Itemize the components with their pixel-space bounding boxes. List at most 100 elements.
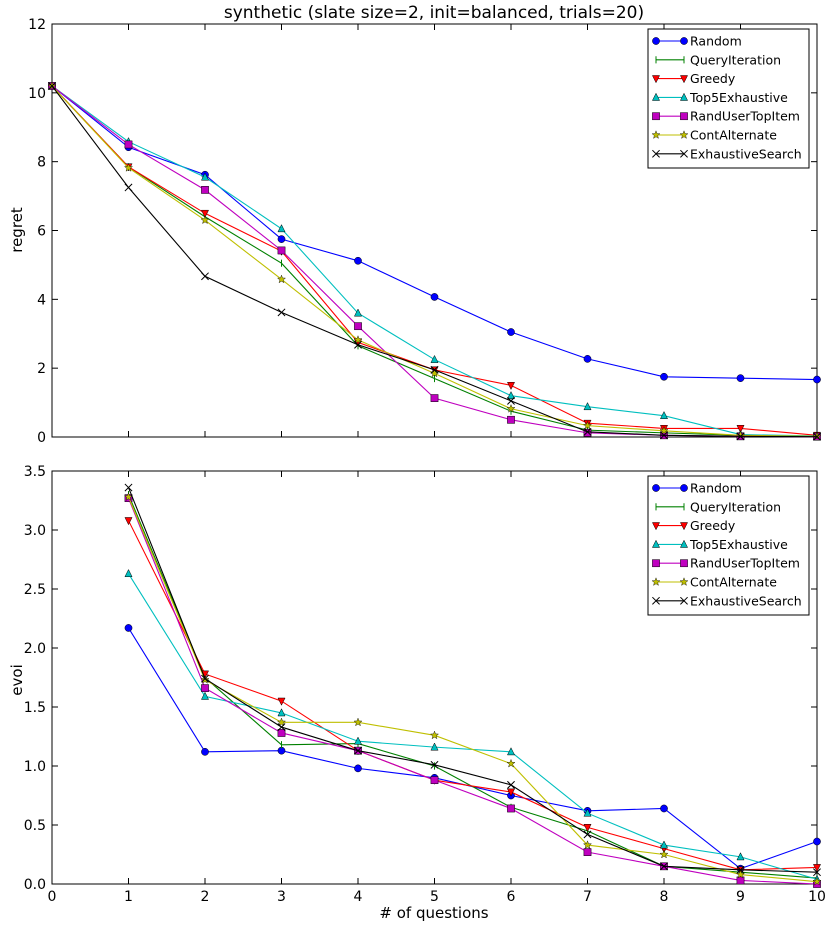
data-point [354, 340, 362, 349]
legend-marker [680, 149, 688, 158]
data-point [812, 876, 822, 886]
data-point [276, 717, 287, 727]
y-tick-label: 3.5 [24, 464, 46, 480]
data-point [200, 172, 210, 181]
y-tick-label: 1.0 [24, 759, 46, 775]
data-point [277, 697, 286, 706]
data-point [583, 824, 592, 833]
data-point [201, 747, 209, 756]
legend-entry: RandUserTopItem [652, 556, 800, 571]
chart-title: synthetic (slate size=2, init=balanced, … [224, 3, 644, 23]
legend-box [647, 475, 810, 616]
data-point [507, 396, 515, 405]
legend-marker [679, 539, 689, 548]
legend-marker [679, 75, 689, 84]
legend-entry: Greedy [651, 518, 736, 533]
x-tick-label: 9 [736, 889, 745, 905]
series-ContAlternate [123, 492, 822, 886]
legend-marker [651, 92, 661, 101]
legend-label: Greedy [690, 71, 736, 86]
data-point [507, 328, 515, 336]
legend-marker [679, 130, 689, 139]
legend: Random QueryIteration Greedy Top5Exhaustive… [647, 28, 810, 169]
data-point [354, 746, 362, 755]
regret-panel: 0 2 4 6 8 10 12 Random QueryIteration Greedy Top5E… [28, 17, 822, 446]
data-point [660, 862, 668, 871]
data-point [660, 431, 668, 440]
data-point [201, 186, 209, 194]
data-point [277, 708, 286, 717]
y-axis-label-evoi: evoi [8, 664, 26, 695]
data-point [736, 425, 745, 434]
data-point [507, 415, 515, 424]
data-point [353, 736, 363, 745]
legend-entry: Random [652, 481, 742, 496]
legend-marker [651, 539, 661, 548]
legend-entry: Top5Exhaustive [651, 537, 788, 552]
data-point [659, 849, 669, 859]
y-tick-label: 0.0 [24, 877, 46, 893]
data-point [506, 382, 516, 391]
data-point [430, 365, 439, 374]
legend-label: Top5Exhaustive [689, 537, 788, 552]
data-point [659, 840, 669, 849]
data-point [201, 674, 209, 683]
y-tick-label: 1.5 [24, 700, 46, 716]
y-axis-label-regret: regret [8, 207, 26, 253]
data-point [200, 675, 210, 684]
y-tick-label: 0 [37, 430, 46, 446]
y-tick-label: 8 [37, 155, 46, 171]
legend-entry: ContAlternate [651, 128, 777, 143]
legend-marker [680, 37, 688, 45]
data-point [354, 322, 362, 331]
evoi-panel: 0 1 2 3 4 5 6 7 8 9 10 0.0 0.5 1.0 1.5 2.0 2.5 3.0 3.5 Rand… [24, 464, 826, 905]
data-point [506, 391, 516, 400]
data-point [736, 876, 745, 885]
data-point [660, 372, 668, 381]
data-point [124, 183, 133, 192]
data-point [583, 429, 592, 437]
data-point [583, 830, 592, 839]
data-point [583, 402, 592, 411]
y-tick-label: 6 [37, 224, 46, 240]
series-line [127, 497, 818, 885]
data-point [506, 788, 516, 797]
data-point [582, 420, 593, 430]
data-point [124, 517, 133, 526]
x-tick-label: 6 [507, 889, 516, 905]
legend-marker [680, 559, 688, 568]
legend-entry: Top5Exhaustive [651, 90, 788, 105]
y-tick-label: 10 [28, 86, 46, 102]
data-point [277, 308, 286, 317]
x-tick-label: 10 [808, 889, 826, 905]
data-point [736, 852, 745, 861]
data-point [430, 742, 439, 751]
data-point [200, 215, 210, 225]
data-point [506, 758, 516, 768]
legend-box [647, 28, 810, 169]
data-point [277, 723, 286, 732]
data-point [582, 840, 593, 849]
data-point [124, 624, 133, 632]
data-point [48, 81, 56, 90]
x-tick-label: 5 [430, 889, 439, 905]
legend-entry: ExhaustiveSearch [652, 593, 802, 608]
series-ExhaustiveSearch [48, 81, 821, 441]
data-point [277, 235, 286, 243]
y-tick-label: 2.5 [24, 582, 46, 598]
data-point [812, 431, 822, 441]
legend-label: QueryIteration [690, 499, 781, 514]
data-point [200, 209, 210, 218]
data-point [812, 864, 822, 873]
y-tick-label: 3.0 [24, 523, 46, 539]
data-point [813, 432, 821, 441]
series-line [127, 487, 818, 873]
legend-marker [652, 596, 660, 605]
legend-label: ExhaustiveSearch [690, 146, 802, 161]
legend-marker [652, 37, 660, 45]
legend-marker [651, 130, 661, 139]
x-tick-label: 1 [124, 889, 133, 905]
legend-label: ExhaustiveSearch [690, 593, 802, 608]
data-point [276, 274, 287, 284]
